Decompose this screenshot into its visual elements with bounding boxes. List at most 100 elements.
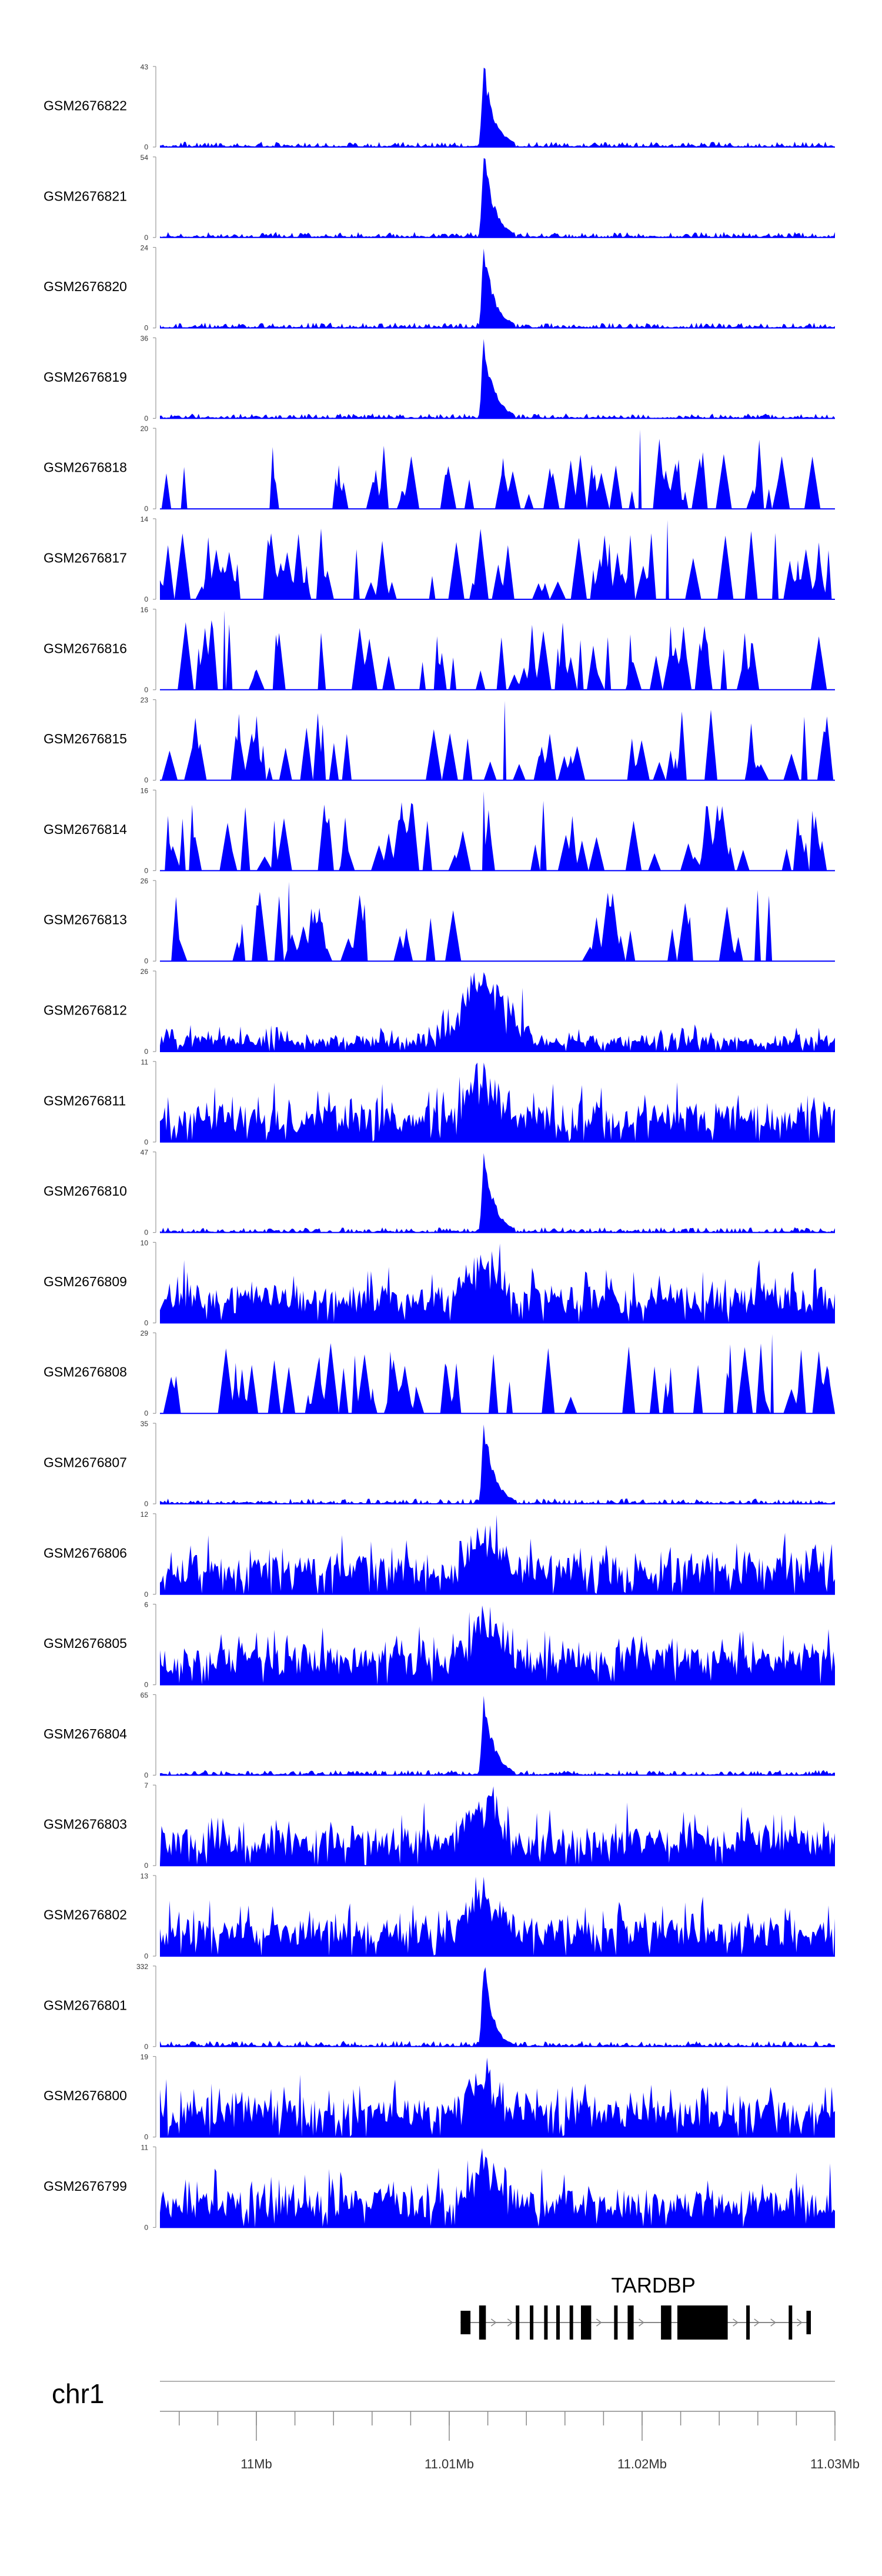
track-label: GSM2676821 [44, 188, 127, 203]
y-max-label: 26 [141, 967, 149, 976]
y-zero-label: 0 [144, 595, 148, 603]
exon [789, 2305, 793, 2340]
y-max-label: 43 [141, 63, 149, 71]
coverage-track: GSM2676810 47 0 [44, 1149, 835, 1237]
y-zero-label: 0 [144, 1861, 148, 1870]
track-label: GSM2676803 [44, 1817, 127, 1832]
coverage-track: GSM2676806 12 0 [44, 1510, 835, 1599]
exon [556, 2305, 560, 2340]
coverage-track: GSM2676822 43 0 [44, 63, 835, 151]
strand-chevron [754, 2318, 760, 2327]
y-zero-label: 0 [144, 1952, 148, 1960]
coverage-track: GSM2676815 23 0 [44, 696, 835, 785]
coverage-area [160, 158, 835, 238]
y-max-label: 23 [141, 696, 149, 705]
coverage-track: GSM2676819 36 0 [44, 334, 835, 422]
coverage-track: GSM2676805 6 0 [44, 1601, 835, 1689]
coverage-area [160, 791, 835, 871]
coverage-track: GSM2676821 54 0 [44, 154, 835, 242]
exon [581, 2305, 592, 2340]
y-zero-label: 0 [144, 505, 148, 513]
coverage-track: GSM2676802 13 0 [44, 1872, 835, 1960]
track-label: GSM2676810 [44, 1183, 127, 1199]
y-zero-label: 0 [144, 1047, 148, 1056]
track-label: GSM2676820 [44, 279, 127, 294]
gene-model-track: TARDBP [460, 2273, 811, 2340]
coverage-area [160, 1605, 835, 1685]
track-label: GSM2676800 [44, 2088, 127, 2103]
coverage-track: GSM2676807 35 0 [44, 1420, 835, 1508]
track-label: GSM2676806 [44, 1545, 127, 1560]
y-max-label: 16 [141, 786, 149, 795]
coverage-area [160, 339, 835, 419]
y-zero-label: 0 [144, 1771, 148, 1779]
y-max-label: 20 [141, 425, 149, 433]
y-zero-label: 0 [144, 2043, 148, 2051]
y-max-label: 11 [141, 2143, 149, 2151]
track-label: GSM2676801 [44, 1997, 127, 2013]
exon [806, 2311, 811, 2334]
y-max-label: 36 [141, 334, 149, 342]
y-max-label: 332 [136, 1963, 148, 1971]
y-zero-label: 0 [144, 1590, 148, 1599]
y-max-label: 16 [141, 606, 149, 614]
y-zero-label: 0 [144, 686, 148, 694]
y-max-label: 10 [141, 1239, 149, 1247]
coverage-area [160, 1153, 835, 1233]
y-zero-label: 0 [144, 2133, 148, 2141]
track-label: GSM2676817 [44, 550, 127, 566]
coverage-track: GSM2676809 10 0 [44, 1239, 835, 1327]
coverage-track: GSM2676817 14 0 [44, 515, 835, 603]
coverage-area [160, 1334, 835, 1414]
coverage-area [160, 2148, 835, 2228]
y-zero-label: 0 [144, 143, 148, 151]
axis-tick-label: 11Mb [240, 2457, 272, 2471]
y-zero-label: 0 [144, 957, 148, 965]
strand-chevron [639, 2318, 644, 2327]
coverage-area [160, 1967, 835, 2047]
track-label: GSM2676802 [44, 1907, 127, 1923]
coverage-tracks: GSM2676822430GSM2676821540GSM2676820240G… [44, 63, 835, 2231]
track-label: GSM2676811 [44, 1093, 126, 1108]
y-zero-label: 0 [144, 233, 148, 242]
coverage-track: GSM2676812 26 0 [44, 967, 835, 1056]
coverage-track: GSM2676820 24 0 [44, 244, 835, 332]
coverage-area [160, 1877, 835, 1956]
strand-chevron [507, 2318, 513, 2327]
coverage-area [160, 520, 835, 599]
coverage-track: GSM2676808 29 0 [44, 1329, 835, 1417]
coverage-track: GSM2676813 26 0 [44, 877, 835, 965]
coverage-area [160, 882, 835, 962]
exon [627, 2305, 634, 2340]
y-zero-label: 0 [144, 866, 148, 875]
coverage-track: GSM2676803 7 0 [44, 1781, 835, 1870]
track-label: GSM2676805 [44, 1636, 127, 1651]
strand-chevron [490, 2318, 497, 2327]
axis-tick-label: 11.02Mb [617, 2457, 667, 2471]
track-label: GSM2676807 [44, 1455, 127, 1470]
coverage-area [160, 700, 835, 780]
coverage-area [160, 1514, 835, 1594]
track-label: GSM2676809 [44, 1274, 127, 1289]
strand-chevron [596, 2318, 602, 2327]
y-max-label: 26 [141, 877, 149, 885]
coverage-track: GSM2676801 332 0 [44, 1963, 835, 2051]
exon [479, 2305, 486, 2340]
chromosome-label: chr1 [52, 2378, 104, 2409]
y-max-label: 24 [141, 244, 149, 252]
exon [614, 2305, 618, 2340]
y-zero-label: 0 [144, 1138, 148, 1146]
coverage-area [160, 1696, 835, 1776]
axis-tick-label: 11.03Mb [810, 2457, 860, 2471]
y-zero-label: 0 [144, 414, 148, 422]
exon [516, 2305, 520, 2340]
coverage-track: GSM2676804 65 0 [44, 1691, 835, 1779]
y-max-label: 13 [141, 1872, 149, 1880]
coverage-area [160, 1062, 835, 1142]
exon [746, 2305, 750, 2340]
coverage-area [160, 610, 835, 690]
y-zero-label: 0 [144, 1500, 148, 1508]
y-max-label: 65 [141, 1691, 149, 1699]
coverage-area [160, 1424, 835, 1504]
